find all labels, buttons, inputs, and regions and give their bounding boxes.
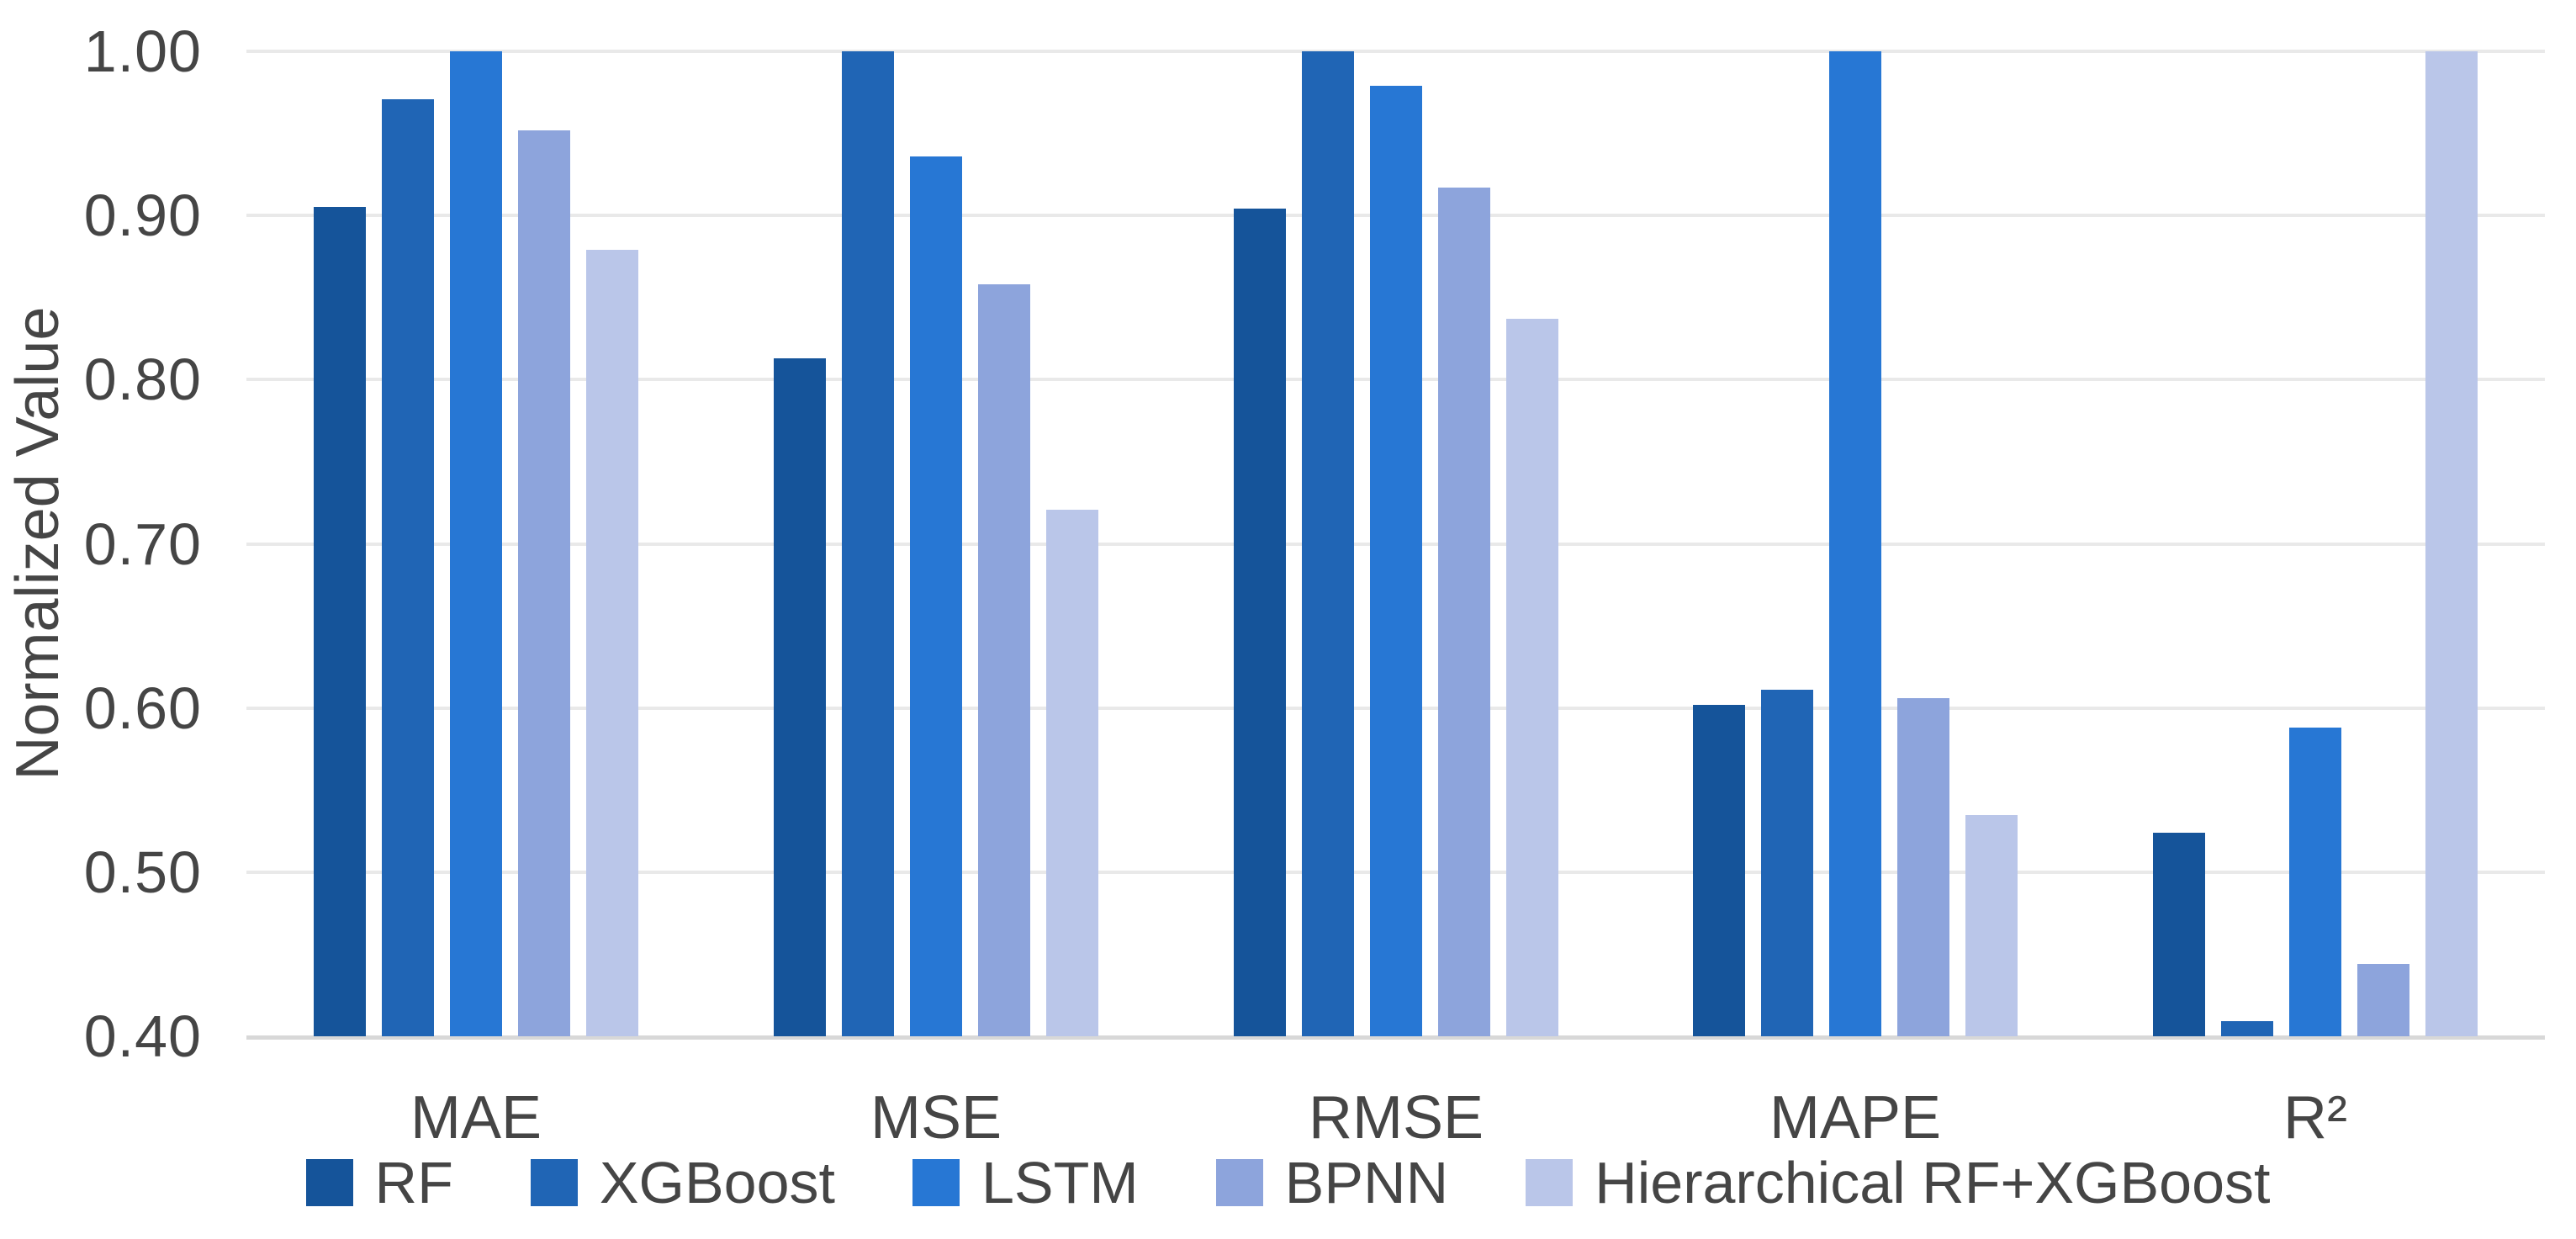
bar-xgboost-r² xyxy=(2221,1021,2273,1036)
legend-label: RF xyxy=(374,1150,453,1215)
bar-xgboost-mape xyxy=(1761,690,1813,1036)
bar-lstm-mae xyxy=(450,51,502,1036)
bar-bpnn-mape xyxy=(1897,698,1949,1036)
category-label: MSE xyxy=(870,1084,1002,1152)
y-tick-label: 1.00 xyxy=(83,19,202,84)
legend-swatch xyxy=(912,1159,960,1206)
bar-rf-mae xyxy=(314,207,366,1036)
category-label: R² xyxy=(2283,1084,2347,1152)
bar-lstm-mse xyxy=(910,156,962,1036)
bar-bpnn-r² xyxy=(2357,964,2409,1036)
legend-swatch xyxy=(305,1159,353,1206)
legend-label: XGBoost xyxy=(599,1150,835,1215)
legend-item-lstm: LSTM xyxy=(912,1149,1139,1216)
legend-item-bpnn: BPNN xyxy=(1215,1149,1449,1216)
bar-hierarchical-rf-xgboost-mse xyxy=(1046,510,1098,1036)
bar-xgboost-mae xyxy=(382,99,434,1036)
legend-item-xgboost: XGBoost xyxy=(530,1149,835,1216)
legend-swatch xyxy=(1215,1159,1263,1206)
y-tick-label: 0.60 xyxy=(83,675,202,741)
category-label: RMSE xyxy=(1308,1084,1484,1152)
category-label: MAPE xyxy=(1769,1084,1942,1152)
legend-swatch xyxy=(1526,1159,1574,1206)
legend-label: LSTM xyxy=(981,1150,1139,1215)
bar-rf-mape xyxy=(1693,705,1745,1036)
bar-rf-r² xyxy=(2153,833,2205,1036)
bar-lstm-mape xyxy=(1829,51,1881,1036)
bar-xgboost-rmse xyxy=(1302,51,1354,1036)
y-tick-label: 0.40 xyxy=(83,1003,202,1069)
bar-bpnn-rmse xyxy=(1438,188,1490,1036)
category-label: MAE xyxy=(410,1084,542,1152)
y-tick-label: 0.50 xyxy=(83,839,202,905)
x-axis-line xyxy=(246,1035,2545,1040)
gridline xyxy=(246,50,2545,53)
bar-hierarchical-rf-xgboost-mae xyxy=(586,250,638,1036)
bar-bpnn-mse xyxy=(978,284,1030,1036)
legend-label: Hierarchical RF+XGBoost xyxy=(1595,1150,2271,1215)
bar-bpnn-mae xyxy=(518,130,570,1036)
y-tick-label: 0.90 xyxy=(83,183,202,249)
bar-lstm-rmse xyxy=(1370,86,1422,1036)
bar-rf-rmse xyxy=(1234,209,1286,1036)
bar-rf-mse xyxy=(774,358,826,1036)
bar-xgboost-mse xyxy=(842,51,894,1036)
bar-lstm-r² xyxy=(2289,728,2341,1036)
bar-hierarchical-rf-xgboost-mape xyxy=(1965,815,2018,1036)
y-tick-label: 0.70 xyxy=(83,511,202,577)
legend-item-hierarchical-rf-xgboost: Hierarchical RF+XGBoost xyxy=(1526,1149,2270,1216)
legend: RF XGBoost LSTM BPNN Hierarchical RF+XGBoost xyxy=(0,1149,2576,1216)
bar-hierarchical-rf-xgboost-r² xyxy=(2425,51,2478,1036)
legend-label: BPNN xyxy=(1284,1150,1449,1215)
y-tick-label: 0.80 xyxy=(83,347,202,413)
legend-swatch xyxy=(530,1159,578,1206)
bar-hierarchical-rf-xgboost-rmse xyxy=(1506,319,1558,1036)
legend-item-rf: RF xyxy=(305,1149,453,1216)
